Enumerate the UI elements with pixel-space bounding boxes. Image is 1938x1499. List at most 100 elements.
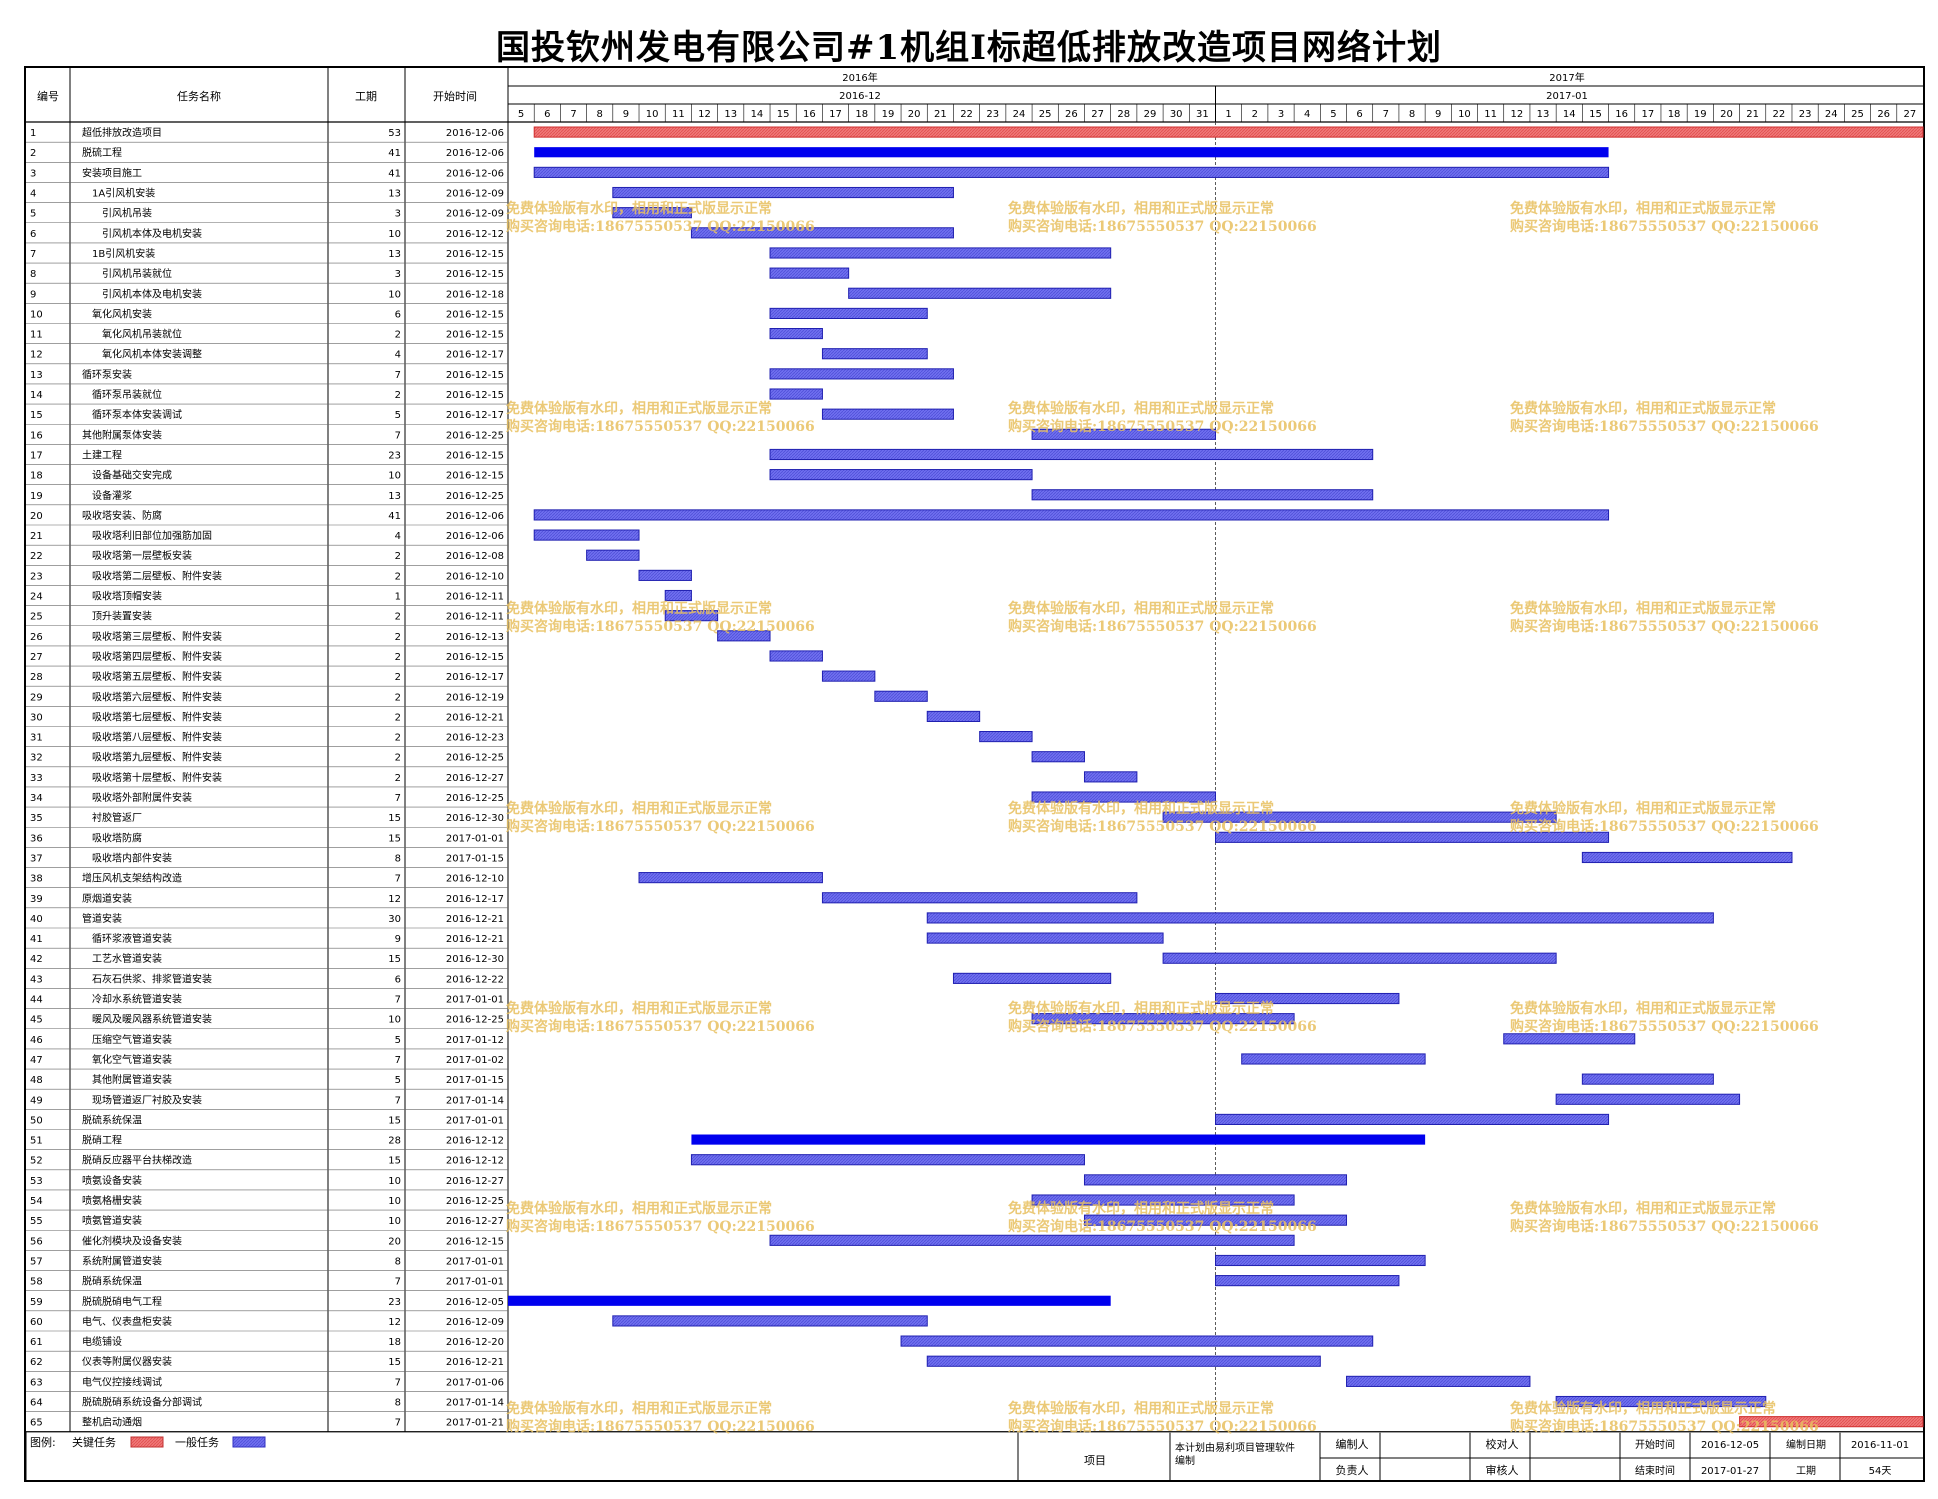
table-row: 12 氧化风机本体安装调整 4 2016-12-17 xyxy=(30,348,504,361)
day-tick-label: 31 xyxy=(1196,109,1209,120)
task-id: 13 xyxy=(30,370,43,381)
column-header-name: 任务名称 xyxy=(177,89,221,103)
gantt-bar xyxy=(1083,1174,1348,1186)
task-start: 2016-12-15 xyxy=(446,450,504,461)
gantt-frame xyxy=(24,66,1925,1482)
task-duration: 2 xyxy=(395,712,401,723)
footer-start-value: 2016-12-05 xyxy=(1701,1440,1759,1451)
gantt-bar xyxy=(952,972,1112,984)
gantt-bar xyxy=(1031,428,1217,440)
footer-end-label: 结束时间 xyxy=(1635,1464,1675,1477)
task-duration: 10 xyxy=(388,471,401,482)
table-row: 47 氧化空气管道安装 7 2017-01-02 xyxy=(30,1053,504,1066)
task-id: 45 xyxy=(30,1015,43,1026)
table-row: 60 电气、仪表盘柜安装 12 2016-12-09 xyxy=(30,1315,504,1328)
task-duration: 2 xyxy=(395,632,401,643)
task-start: 2016-12-22 xyxy=(446,974,504,985)
task-start: 2016-12-05 xyxy=(446,1297,504,1308)
task-start: 2016-12-25 xyxy=(446,1015,504,1026)
task-name: 循环泵本体安装调试 xyxy=(92,408,182,421)
task-duration: 8 xyxy=(395,853,401,864)
table-row: 9 引风机本体及电机安装 10 2016-12-18 xyxy=(30,287,504,300)
column-header-id: 编号 xyxy=(37,89,59,103)
gantt-bar xyxy=(1031,751,1085,763)
table-row: 16 其他附属泵体安装 7 2016-12-25 xyxy=(30,428,504,441)
task-start: 2017-01-01 xyxy=(446,1277,504,1288)
task-id: 32 xyxy=(30,753,43,764)
task-id: 31 xyxy=(30,733,43,744)
task-duration: 41 xyxy=(388,148,401,159)
task-duration: 2 xyxy=(395,773,401,784)
task-id: 1 xyxy=(30,128,36,139)
task-id: 4 xyxy=(30,189,36,200)
table-row: 40 管道安装 30 2016-12-21 xyxy=(30,912,504,925)
task-name: 1A引风机安装 xyxy=(92,187,155,200)
gantt-bar xyxy=(1346,1375,1531,1387)
table-row: 35 衬胶管返厂 15 2016-12-30 xyxy=(30,811,504,824)
day-tick-label: 14 xyxy=(751,109,764,120)
task-duration: 15 xyxy=(388,1357,401,1368)
task-duration: 2 xyxy=(395,652,401,663)
day-tick-label: 13 xyxy=(1537,109,1550,120)
gantt-bar xyxy=(612,1315,928,1327)
task-id: 5 xyxy=(30,209,36,220)
day-tick-label: 18 xyxy=(855,109,868,120)
task-start: 2016-12-15 xyxy=(446,1236,504,1247)
task-name: 现场管道返厂衬胶及安装 xyxy=(92,1093,202,1106)
table-row: 58 脱硝系统保温 7 2017-01-01 xyxy=(30,1275,504,1288)
day-tick-label: 11 xyxy=(672,109,685,120)
task-duration: 53 xyxy=(388,128,401,139)
task-name: 整机启动通烟 xyxy=(82,1416,142,1429)
footer: 图例: 关键任务 一般任务 项目 本计划由易利项目管理软件 编制 编制人 负责人… xyxy=(30,1435,1909,1477)
task-duration: 2 xyxy=(395,733,401,744)
task-name: 吸收塔顶帽安装 xyxy=(92,590,162,603)
task-id: 52 xyxy=(30,1156,43,1167)
task-duration: 12 xyxy=(388,1317,401,1328)
task-name: 吸收塔第二层壁板、附件安装 xyxy=(92,569,222,582)
task-start: 2016-12-27 xyxy=(446,773,504,784)
task-id: 64 xyxy=(30,1398,43,1409)
task-name: 电气仪控接线调试 xyxy=(82,1375,162,1388)
gantt-bar xyxy=(848,287,1112,299)
task-id: 55 xyxy=(30,1216,43,1227)
task-id: 51 xyxy=(30,1136,43,1147)
task-start: 2016-12-21 xyxy=(446,712,504,723)
task-id: 25 xyxy=(30,612,43,623)
task-duration: 13 xyxy=(388,491,401,502)
task-id: 9 xyxy=(30,289,36,300)
table-row: 10 氧化风机安装 6 2016-12-15 xyxy=(30,307,504,320)
task-start: 2016-12-30 xyxy=(446,954,504,965)
task-start: 2017-01-01 xyxy=(446,833,504,844)
task-start: 2017-01-15 xyxy=(446,1075,504,1086)
day-tick-label: 9 xyxy=(623,109,629,120)
task-id: 50 xyxy=(30,1115,43,1126)
task-duration: 9 xyxy=(395,934,401,945)
task-id: 60 xyxy=(30,1317,43,1328)
day-tick-label: 19 xyxy=(1694,109,1707,120)
task-start: 2016-12-21 xyxy=(446,934,504,945)
gantt-bar xyxy=(1215,992,1400,1005)
task-start: 2017-01-14 xyxy=(446,1095,504,1106)
task-id: 43 xyxy=(30,974,43,985)
task-start: 2016-12-27 xyxy=(446,1176,504,1187)
task-duration: 8 xyxy=(395,1256,401,1267)
task-duration: 13 xyxy=(388,249,401,260)
task-id: 20 xyxy=(30,511,43,522)
task-name: 引风机吊装 xyxy=(102,207,152,220)
task-start: 2016-12-06 xyxy=(446,511,504,522)
task-duration: 15 xyxy=(388,954,401,965)
gantt-bar xyxy=(690,227,954,239)
day-tick-label: 15 xyxy=(1589,109,1602,120)
table-row: 65 整机启动通烟 7 2017-01-21 xyxy=(30,1416,504,1429)
task-duration: 7 xyxy=(395,1055,401,1066)
task-start: 2016-12-06 xyxy=(446,531,504,542)
task-duration: 10 xyxy=(388,1176,401,1187)
gantt-bar xyxy=(1555,1093,1741,1105)
task-start: 2016-12-17 xyxy=(446,672,504,683)
task-start: 2016-12-27 xyxy=(446,1216,504,1227)
footer-reviewer-label: 审核人 xyxy=(1486,1463,1519,1477)
day-tick-label: 16 xyxy=(803,109,816,120)
task-start: 2016-12-08 xyxy=(446,551,504,562)
gantt-bar xyxy=(926,710,981,722)
